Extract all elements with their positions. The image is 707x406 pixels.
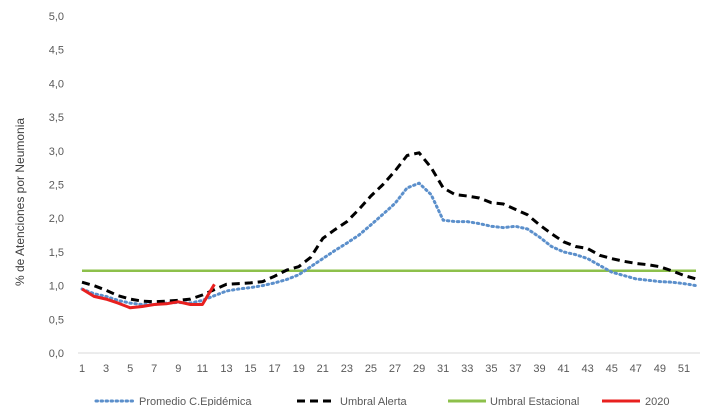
x-tick-label: 33 bbox=[461, 363, 473, 375]
x-tick-label: 23 bbox=[341, 363, 353, 375]
y-tick-label: 2,0 bbox=[49, 213, 64, 225]
legend-label-3: 2020 bbox=[645, 396, 669, 406]
x-tick-label: 9 bbox=[175, 363, 181, 375]
x-tick-label: 19 bbox=[293, 363, 305, 375]
series-line-3 bbox=[81, 283, 216, 310]
legend: Promedio C.Epidémica Umbral Alerta Umbral … bbox=[94, 396, 669, 406]
x-tick-label: 13 bbox=[220, 363, 232, 375]
x-tick-label: 37 bbox=[509, 363, 521, 375]
x-tick-label: 29 bbox=[413, 363, 425, 375]
y-tick-label: 4,0 bbox=[49, 78, 64, 90]
y-tick-label: 0,0 bbox=[49, 348, 64, 360]
x-tick-label: 3 bbox=[103, 363, 109, 375]
x-tick-label: 45 bbox=[606, 363, 618, 375]
legend-label-1: Umbral Alerta bbox=[340, 396, 408, 406]
x-tick-label: 31 bbox=[437, 363, 449, 375]
x-tick-label: 47 bbox=[630, 363, 642, 375]
y-tick-label: 5,0 bbox=[49, 11, 64, 23]
y-tick-label: 1,0 bbox=[49, 281, 64, 293]
x-tick-label: 51 bbox=[678, 363, 690, 375]
legend-label-2: Umbral Estacional bbox=[490, 396, 579, 406]
x-tick-label: 15 bbox=[244, 363, 256, 375]
series-line-1 bbox=[81, 151, 697, 304]
y-tick-label: 0,5 bbox=[49, 314, 64, 326]
series-line-0 bbox=[80, 181, 698, 306]
x-tick-label: 17 bbox=[269, 363, 281, 375]
axes: 0,00,51,01,52,02,53,03,54,04,55,01 3 5 7 9 11… bbox=[49, 11, 700, 375]
legend-label-0: Promedio C.Epidémica bbox=[139, 396, 252, 406]
x-tick-label: 1 bbox=[79, 363, 85, 375]
x-tick-label: 7 bbox=[151, 363, 157, 375]
x-tick-label: 27 bbox=[389, 363, 401, 375]
y-axis-label: % de Atenciones por Neumonia bbox=[13, 118, 27, 286]
series-layer bbox=[80, 151, 698, 310]
y-tick-label: 2,5 bbox=[49, 180, 64, 192]
y-tick-label: 3,0 bbox=[49, 146, 64, 158]
x-tick-label: 49 bbox=[654, 363, 666, 375]
x-tick-label: 35 bbox=[485, 363, 497, 375]
y-tick-label: 1,5 bbox=[49, 247, 64, 259]
x-tick-label: 25 bbox=[365, 363, 377, 375]
y-tick-label: 3,5 bbox=[49, 112, 64, 124]
x-tick-label: 43 bbox=[582, 363, 594, 375]
x-tick-label: 41 bbox=[557, 363, 569, 375]
x-tick-label: 39 bbox=[533, 363, 545, 375]
x-tick-label: 21 bbox=[317, 363, 329, 375]
x-tick-label: 5 bbox=[127, 363, 133, 375]
x-tick-label: 11 bbox=[197, 363, 208, 375]
y-tick-label: 4,5 bbox=[49, 45, 64, 57]
